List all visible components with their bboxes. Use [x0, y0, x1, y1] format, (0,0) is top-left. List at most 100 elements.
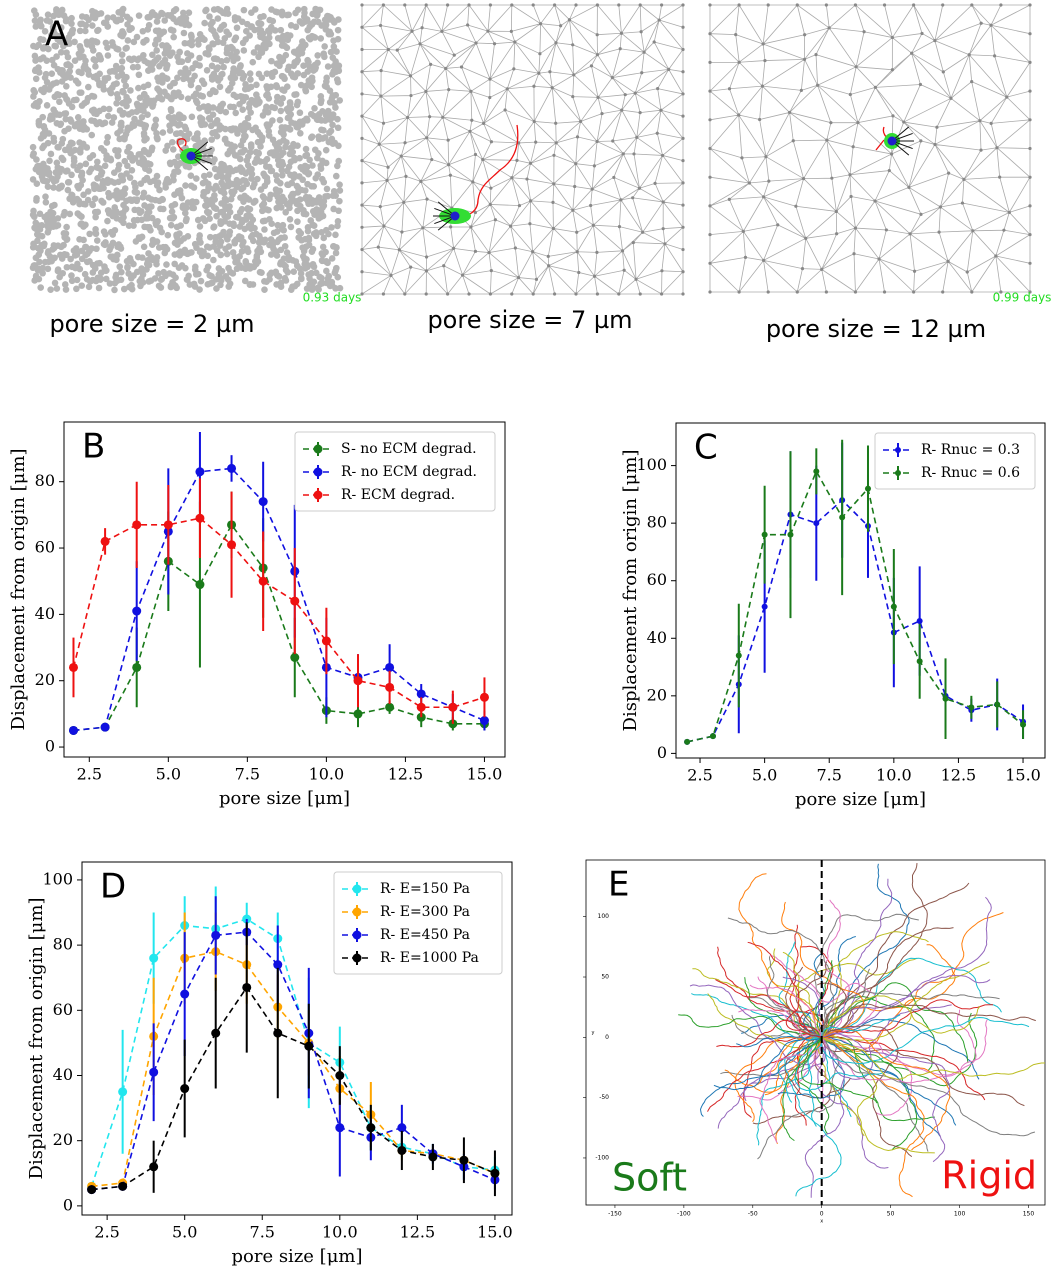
fiber-node	[618, 47, 622, 51]
trajectory	[821, 982, 969, 1064]
fiber-node	[87, 165, 95, 173]
fiber-node	[229, 71, 237, 78]
fiber-node	[100, 105, 108, 113]
fiber-node	[312, 174, 320, 182]
fiber-node	[242, 27, 250, 35]
fiber-node	[114, 129, 121, 137]
fiber-node	[245, 153, 252, 160]
fiber-node	[642, 50, 646, 54]
fiber-node	[33, 43, 40, 51]
fiber-node	[145, 167, 153, 174]
fiber-node	[240, 124, 248, 131]
fiber-node	[260, 194, 268, 202]
x-tick-label: 10.0	[322, 1223, 358, 1242]
fiber-node	[503, 108, 507, 112]
fiber-node	[466, 23, 470, 27]
fiber-node	[294, 207, 301, 215]
fiber-node	[98, 197, 105, 205]
fiber-node	[403, 141, 407, 145]
x-tick-label: 10.0	[876, 766, 912, 785]
fiber-node	[78, 282, 86, 289]
fiber-node	[83, 258, 91, 266]
fiber-node	[45, 45, 52, 53]
fiber-node	[241, 277, 249, 285]
fiber-node	[35, 117, 43, 125]
fiber-node	[190, 93, 198, 100]
fiber-node	[224, 213, 232, 220]
fiber-node	[80, 122, 87, 130]
fiber-node	[282, 277, 290, 284]
fiber-node	[328, 224, 335, 231]
trajectory	[821, 1036, 935, 1122]
fiber-node	[681, 159, 685, 163]
fiber-node	[800, 267, 805, 271]
fiber-node	[238, 248, 246, 255]
fiber-node	[140, 83, 148, 91]
fiber-node	[43, 57, 51, 64]
fiber-node	[193, 99, 201, 107]
fiber-node	[213, 117, 221, 124]
fiber-node	[161, 249, 169, 257]
fiber-node	[360, 92, 364, 96]
fiber-node	[1002, 228, 1006, 232]
fiber-node	[336, 187, 344, 194]
panel-letter: D	[100, 867, 126, 907]
fiber-node	[305, 194, 313, 201]
cell	[875, 126, 914, 156]
marker	[149, 1162, 159, 1172]
marker	[428, 1152, 438, 1162]
fiber-node	[65, 178, 73, 186]
fiber-node	[639, 30, 643, 34]
fiber-node	[271, 27, 279, 34]
trajectory	[766, 956, 823, 1038]
marker	[761, 603, 768, 610]
fiber-node	[970, 79, 974, 84]
fiber-node	[708, 204, 712, 208]
annotation: Soft	[612, 1156, 687, 1200]
fiber-node	[620, 108, 624, 112]
fiber-node	[743, 255, 748, 259]
fiber-node	[185, 21, 193, 29]
fiber-node	[379, 69, 383, 73]
legend-label: R- E=1000 Pa	[380, 950, 479, 966]
trajectory	[821, 1036, 925, 1198]
fiber-node	[97, 276, 104, 284]
fiber-node	[257, 13, 264, 21]
fiber-node	[425, 197, 429, 201]
fiber-node	[305, 200, 312, 208]
fiber-node	[960, 201, 965, 205]
fiber-node	[330, 205, 337, 213]
fiber-node	[239, 75, 247, 82]
fiber-node	[281, 75, 288, 83]
fiber-node	[166, 159, 174, 167]
fiber-node	[72, 248, 80, 256]
fiber-node	[263, 155, 271, 163]
fiber-node	[218, 23, 225, 31]
fiber-node	[162, 272, 169, 280]
marker	[180, 989, 190, 999]
fiber-node	[571, 208, 575, 212]
fiber-node	[575, 230, 579, 234]
fiber-node	[35, 64, 42, 71]
fiber-node	[641, 230, 645, 234]
trajectory	[713, 1034, 822, 1091]
fiber-node	[575, 135, 580, 139]
fiber-node	[912, 269, 917, 273]
plot-frame	[63, 421, 506, 758]
fiber-node	[403, 292, 407, 296]
cell-trajectory	[454, 124, 519, 217]
fiber-node	[402, 200, 406, 204]
fiber-node	[56, 273, 63, 281]
marker	[448, 702, 458, 712]
marker	[684, 738, 691, 745]
fiber-node	[119, 135, 126, 142]
x-tick-label: 5.0	[752, 766, 777, 785]
fiber-node	[294, 142, 301, 149]
fiber-node	[30, 207, 37, 215]
fiber-node	[196, 30, 204, 38]
fiber-node	[708, 89, 712, 93]
fiber-node	[277, 151, 285, 159]
fiber-node	[102, 39, 110, 47]
fiber-node	[51, 279, 59, 287]
panel-letter: E	[608, 865, 629, 905]
